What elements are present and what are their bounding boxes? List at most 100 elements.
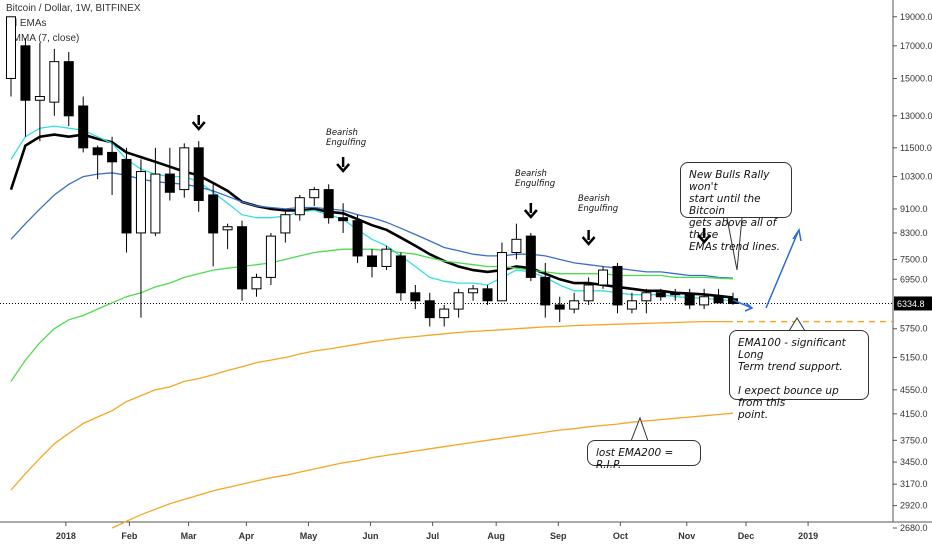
y-tick-label: 3450.0 bbox=[900, 457, 928, 467]
x-tick-label: Dec bbox=[738, 531, 755, 541]
x-tick-label: Sep bbox=[550, 531, 567, 541]
candle bbox=[598, 269, 609, 286]
candle bbox=[265, 235, 276, 278]
candle bbox=[395, 255, 406, 294]
x-tick-label: Apr bbox=[239, 531, 255, 541]
y-tick-label: 8300.0 bbox=[900, 228, 928, 238]
x-tick-label: Aug bbox=[487, 531, 505, 541]
candle bbox=[78, 105, 89, 149]
bearish-engulfing-label: Bearish Engulfing bbox=[326, 128, 367, 148]
ema100-note-pointer bbox=[788, 317, 806, 332]
y-tick-label: 2680.0 bbox=[900, 523, 928, 533]
x-tick-label: Feb bbox=[121, 531, 138, 541]
y-tick-label: 7500.0 bbox=[900, 254, 928, 264]
last-price-tag bbox=[894, 296, 932, 311]
candle bbox=[453, 292, 464, 310]
candle bbox=[482, 288, 493, 302]
series-line-4 bbox=[10, 320, 733, 491]
candle bbox=[496, 252, 507, 302]
candle bbox=[554, 304, 565, 310]
x-tick-label: 2018 bbox=[56, 531, 76, 541]
x-tick-label: Nov bbox=[678, 531, 695, 541]
y-tick-label: 3750.0 bbox=[900, 435, 928, 445]
candle bbox=[193, 147, 204, 201]
candle bbox=[92, 147, 103, 156]
candle bbox=[179, 147, 190, 191]
symbol-title: Bitcoin / Dollar, 1W, BITFINEX bbox=[6, 3, 141, 14]
candle bbox=[525, 235, 536, 278]
projection-up-arrow bbox=[765, 231, 799, 309]
candle bbox=[583, 284, 594, 302]
projection-down-arrow-head bbox=[744, 302, 754, 312]
candle bbox=[309, 189, 320, 199]
down-arrow-icon-head bbox=[336, 163, 351, 173]
x-tick-label: Jul bbox=[426, 531, 439, 541]
y-tick-label: 15000.0 bbox=[900, 73, 932, 83]
down-arrow-icon-head bbox=[581, 236, 596, 246]
candle bbox=[251, 276, 262, 290]
candle bbox=[655, 292, 666, 298]
y-tick-label: 3170.0 bbox=[900, 479, 928, 489]
bearish-engulfing-label: Bearish Engulfing bbox=[578, 194, 619, 214]
candle bbox=[121, 158, 132, 234]
candle bbox=[34, 95, 45, 101]
candle bbox=[338, 217, 349, 222]
x-tick-label: 2019 bbox=[798, 531, 818, 541]
candle bbox=[352, 220, 363, 257]
y-tick-label: 4550.0 bbox=[900, 385, 928, 395]
indicator-label-smma: SMMA (7, close) bbox=[6, 33, 80, 44]
ema200-note: lost EMA200 = R.I.P. bbox=[587, 440, 701, 471]
down-arrow-icon-head bbox=[523, 209, 538, 219]
ema100-note: EMA100 - significant Long Term trend sup… bbox=[729, 330, 869, 421]
candle bbox=[208, 194, 219, 234]
bulls-note-pointer bbox=[726, 217, 743, 271]
candle bbox=[381, 248, 392, 267]
last-price-label: 6334.8 bbox=[897, 299, 925, 309]
y-tick-label: 10300.0 bbox=[900, 172, 932, 182]
candle bbox=[294, 197, 305, 216]
candle bbox=[222, 226, 233, 231]
candle bbox=[6, 16, 16, 79]
candle bbox=[280, 214, 291, 234]
down-arrow-icon-head bbox=[697, 234, 712, 244]
candle bbox=[684, 294, 695, 306]
candle bbox=[612, 265, 623, 306]
candle bbox=[164, 173, 175, 193]
y-tick-label: 17000.0 bbox=[900, 41, 932, 51]
y-tick-label: 5150.0 bbox=[900, 353, 928, 363]
candle bbox=[641, 292, 652, 302]
bearish-engulfing-label: Bearish Engulfing bbox=[515, 169, 556, 189]
x-tick-label: Jun bbox=[363, 531, 379, 541]
candle bbox=[237, 226, 248, 290]
x-tick-label: Mar bbox=[181, 531, 198, 541]
down-arrow-icon-head bbox=[191, 121, 206, 131]
candle bbox=[135, 171, 146, 234]
candle bbox=[49, 61, 60, 103]
y-tick-label: 11500.0 bbox=[900, 143, 932, 153]
ema200-note-pointer bbox=[630, 416, 649, 442]
projection-up-arrow-head bbox=[792, 228, 802, 242]
candle bbox=[468, 288, 479, 294]
projection-down-arrow bbox=[732, 299, 753, 309]
y-tick-label: 13000.0 bbox=[900, 111, 932, 121]
candle bbox=[410, 292, 421, 302]
candle bbox=[713, 296, 724, 304]
candle bbox=[323, 189, 334, 219]
candle bbox=[699, 296, 710, 306]
candle bbox=[107, 151, 118, 163]
indicator-label-emas: All EMAs bbox=[6, 18, 47, 29]
x-tick-label: Oct bbox=[613, 531, 628, 541]
y-tick-label: 4150.0 bbox=[900, 409, 928, 419]
y-tick-label: 19000.0 bbox=[900, 12, 932, 22]
y-tick-label: 5750.0 bbox=[900, 324, 928, 334]
candle bbox=[439, 308, 450, 319]
y-tick-label: 2920.0 bbox=[900, 501, 928, 511]
candle bbox=[20, 45, 31, 101]
x-tick-label: May bbox=[300, 531, 318, 541]
candle bbox=[150, 173, 161, 234]
bulls-rally-note: New Bulls Rally won't start until the Bi… bbox=[680, 162, 792, 253]
candle bbox=[670, 292, 681, 296]
y-tick-label: 9100.0 bbox=[900, 204, 928, 214]
candle bbox=[367, 255, 377, 267]
